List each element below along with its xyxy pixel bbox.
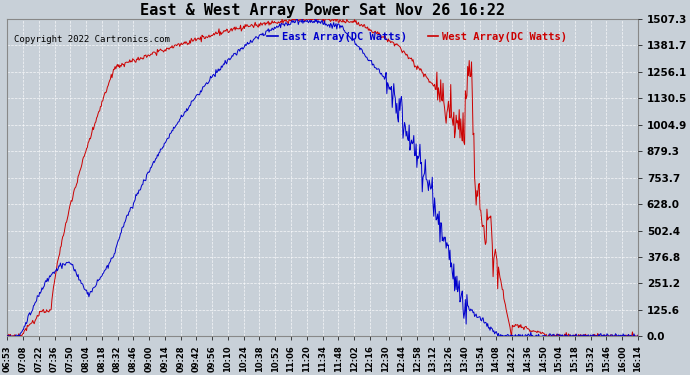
Legend: East Array(DC Watts), West Array(DC Watts): East Array(DC Watts), West Array(DC Watt… <box>266 30 568 43</box>
Title: East & West Array Power Sat Nov 26 16:22: East & West Array Power Sat Nov 26 16:22 <box>140 3 505 18</box>
Text: Copyright 2022 Cartronics.com: Copyright 2022 Cartronics.com <box>14 35 170 44</box>
